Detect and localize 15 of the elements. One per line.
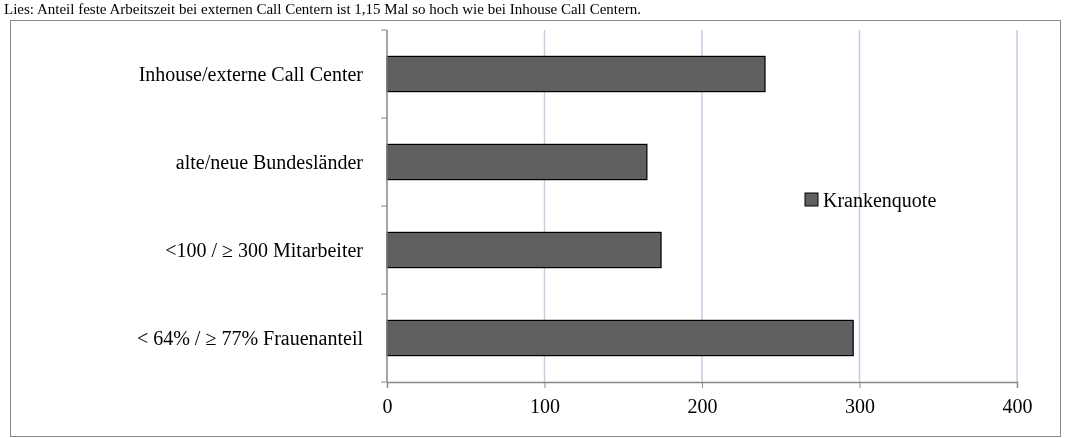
x-tick-label: 300 [845, 395, 875, 417]
bar [386, 319, 854, 357]
x-tick-label: 100 [530, 395, 560, 417]
y-tick-label: <100 / ≥ 300 Mitarbeiter [165, 239, 364, 261]
bar [386, 231, 662, 269]
y-tick-label: alte/neue Bundesländer [175, 151, 364, 173]
y-tick-label: Inhouse/externe Call Center [138, 63, 364, 85]
y-tick-label: < 64% / ≥ 77% Frauenanteil [136, 327, 364, 349]
x-tick-label: 200 [687, 395, 718, 417]
x-tick-label: 0 [382, 395, 393, 417]
bar [386, 143, 648, 181]
bar [386, 55, 766, 93]
x-tick-label: 400 [1002, 395, 1033, 417]
text: Lies: Anteil feste Arbeitszeit bei externen Call Centern ist 1,15 Mal so hoch wie bei Inhouse Call Centern. [4, 1, 641, 17]
legend-label: Krankenquote [823, 189, 937, 212]
